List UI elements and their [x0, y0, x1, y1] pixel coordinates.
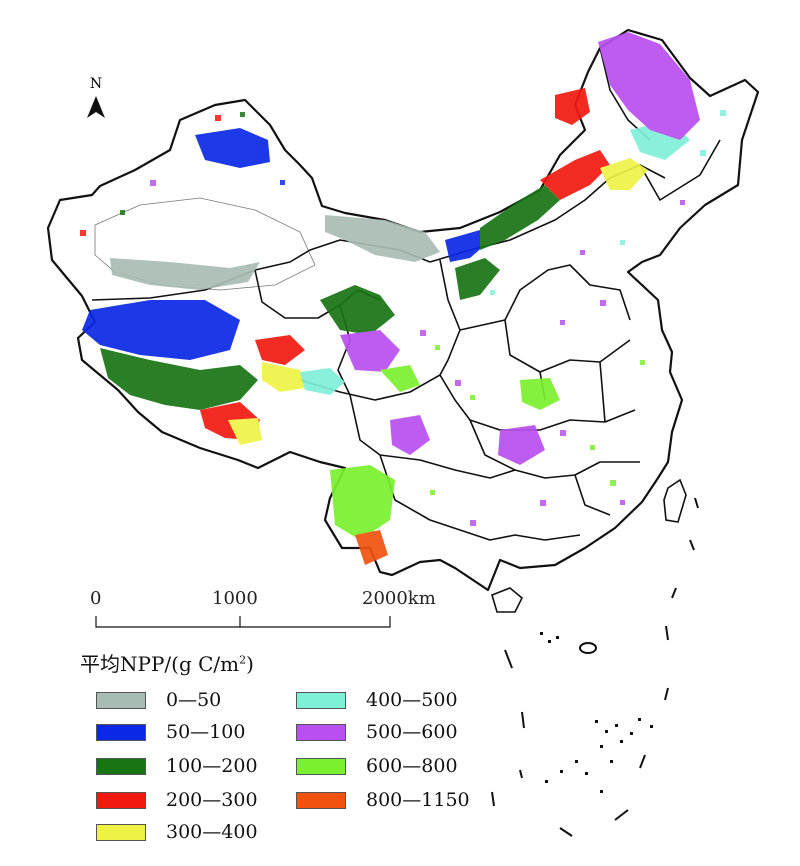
npp-200-300	[555, 88, 590, 125]
legend-item: 400—500	[296, 689, 458, 711]
north-arrow-icon	[87, 96, 105, 118]
legend-swatch	[96, 823, 146, 841]
npp-300-400	[262, 362, 305, 392]
npp-600-800	[330, 465, 395, 540]
npp-fields	[82, 32, 700, 608]
legend-label: 600—800	[366, 755, 458, 777]
legend-label: 0—50	[166, 689, 222, 711]
npp-600-800	[520, 378, 560, 410]
legend-title: 平均NPP/(g C/m2)	[80, 652, 254, 676]
legend-swatch	[296, 723, 346, 741]
npp-100-200	[320, 285, 395, 335]
legend-swatch	[96, 757, 146, 775]
scale-tick-2000: 2000km	[362, 588, 436, 609]
scale-tick-1000: 1000	[212, 588, 258, 609]
north-label: N	[89, 76, 103, 92]
legend-swatch	[296, 757, 346, 775]
legend-swatch	[96, 791, 146, 809]
npp-50-100	[195, 128, 270, 168]
npp-800-1150	[355, 530, 388, 565]
npp-0-50	[110, 258, 260, 290]
taiwan-island	[663, 478, 687, 523]
legend-label: 100—200	[166, 755, 258, 777]
npp-400-500	[300, 368, 345, 395]
legend-item: 500—600	[296, 721, 458, 743]
npp-0-50	[325, 215, 440, 262]
npp-500-600	[598, 32, 700, 140]
npp-100-200	[480, 185, 560, 250]
npp-200-300	[255, 335, 305, 365]
npp-100-200	[455, 258, 500, 300]
npp-300-400	[228, 418, 262, 445]
npp-500-600	[390, 415, 430, 455]
legend-item: 600—800	[296, 755, 458, 777]
legend-label: 300—400	[166, 821, 258, 843]
scale-tick-0: 0	[90, 588, 102, 609]
legend-label: 200—300	[166, 789, 258, 811]
npp-500-600	[340, 330, 400, 372]
legend-item: 800—1150	[296, 789, 470, 811]
legend-swatch	[296, 791, 346, 809]
legend-item: 200—300	[96, 789, 258, 811]
legend-swatch	[296, 691, 346, 709]
npp-500-600	[498, 425, 545, 465]
scale-bar	[95, 616, 391, 628]
legend-label: 800—1150	[366, 789, 470, 811]
npp-scatter	[80, 110, 726, 526]
legend-label: 400—500	[366, 689, 458, 711]
npp-600-800	[380, 365, 420, 392]
legend-item: 50—100	[96, 721, 245, 743]
npp-100-200	[100, 348, 258, 410]
legend-label: 50—100	[166, 721, 246, 743]
npp-200-300	[540, 150, 610, 200]
legend-swatch	[96, 723, 146, 741]
south-sea-dots	[540, 632, 653, 793]
npp-300-400	[600, 158, 648, 190]
legend-swatch	[96, 691, 146, 709]
legend-item: 0—50	[96, 689, 221, 711]
npp-50-100	[82, 300, 240, 360]
legend-label: 500—600	[366, 721, 458, 743]
hainan-island	[491, 587, 523, 613]
legend-item: 300—400	[96, 821, 258, 843]
legend-item: 100—200	[96, 755, 258, 777]
south-sea-islands	[491, 497, 699, 837]
